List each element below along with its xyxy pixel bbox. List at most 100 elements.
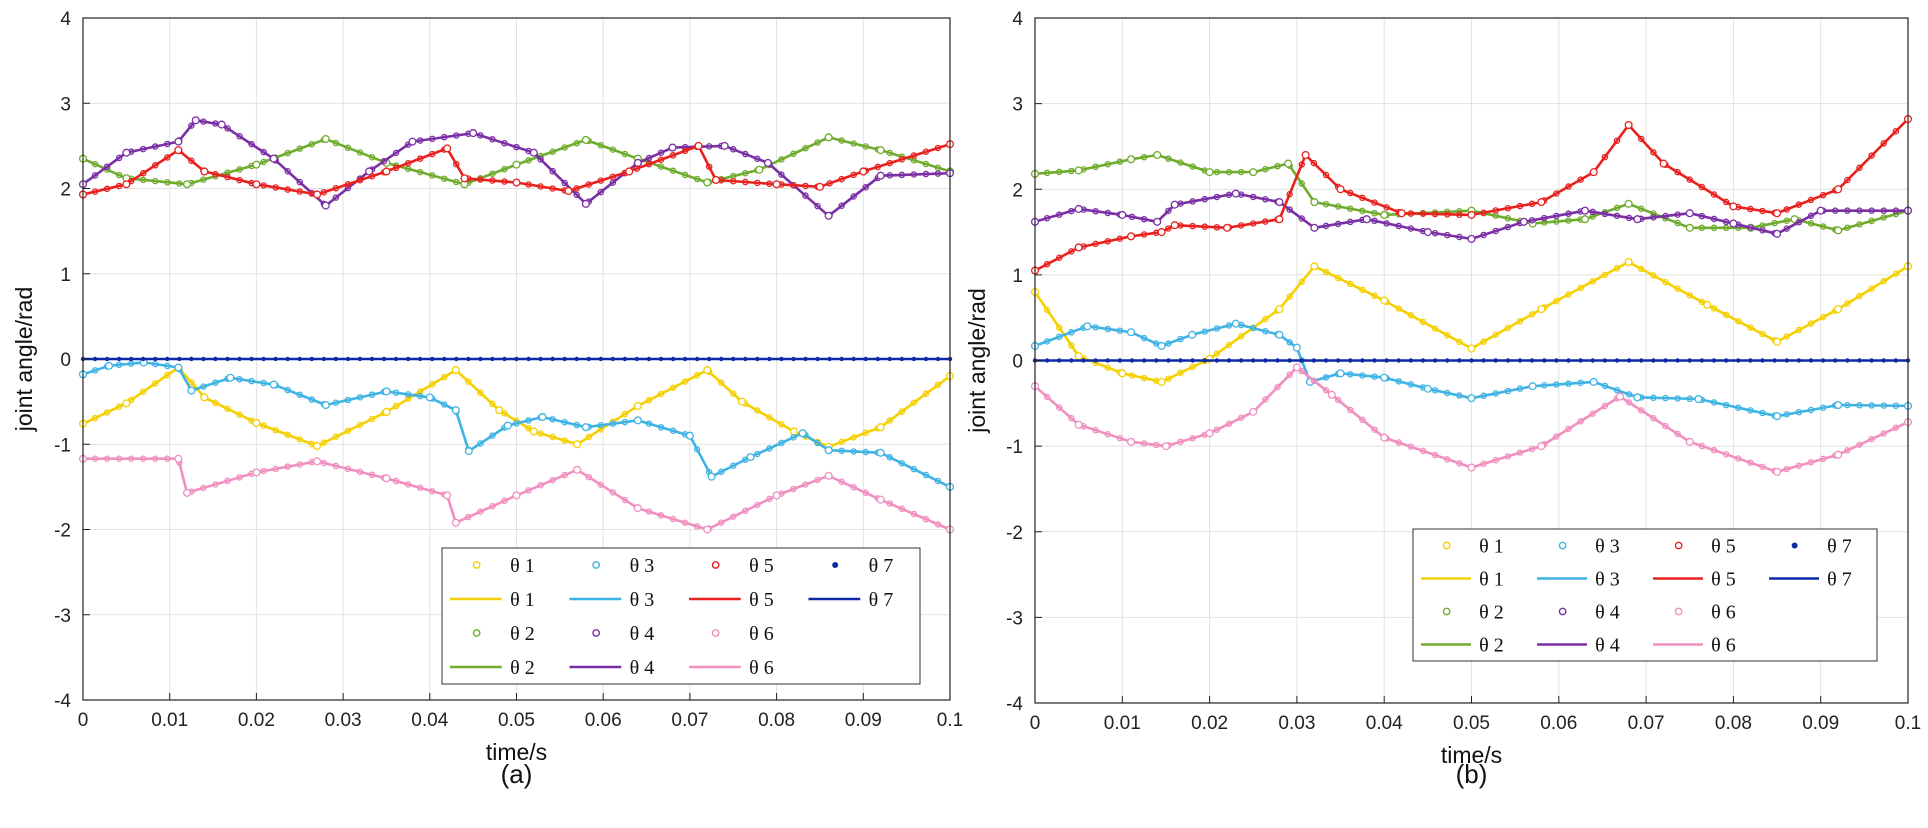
- data-point: [1092, 240, 1099, 248]
- data-point: [1423, 384, 1432, 393]
- legend-label: θ 6: [1711, 635, 1736, 657]
- data-point: [597, 481, 605, 488]
- data-point: [1807, 220, 1815, 227]
- data-point: [321, 400, 330, 410]
- data-point: [321, 135, 330, 144]
- data-point: [272, 184, 279, 191]
- data-point: [922, 471, 930, 479]
- data-point: [597, 142, 605, 149]
- x-tick-label: 0.1: [1895, 713, 1921, 734]
- data-point: [742, 507, 749, 515]
- x-tick-label: 0.08: [1715, 713, 1752, 734]
- data-point: [645, 160, 653, 168]
- data-point: [313, 190, 322, 199]
- data-point: [416, 484, 424, 492]
- data-point: [935, 356, 941, 362]
- data-point: [633, 416, 642, 425]
- data-point: [1336, 185, 1345, 194]
- data-point: [1662, 212, 1669, 220]
- data-point: [1347, 205, 1354, 212]
- data-point: [1380, 210, 1389, 219]
- data-point: [1225, 191, 1233, 199]
- data-point: [1845, 358, 1850, 363]
- legend-marker-swatch: [1558, 607, 1567, 616]
- data-point: [694, 141, 703, 150]
- data-point: [1043, 306, 1051, 314]
- data-point: [1467, 344, 1476, 353]
- data-point: [115, 455, 123, 462]
- data-point: [633, 158, 642, 167]
- data-point: [236, 132, 243, 140]
- data-point: [249, 356, 254, 362]
- data-point: [1783, 411, 1791, 418]
- data-point: [682, 356, 688, 362]
- data-point: [332, 194, 340, 201]
- data-point: [1722, 218, 1730, 226]
- data-point: [1783, 217, 1791, 224]
- data-point: [1205, 429, 1214, 438]
- data-point: [1189, 222, 1196, 230]
- data-point: [1298, 180, 1306, 187]
- data-point: [1223, 223, 1232, 232]
- data-point: [621, 496, 629, 504]
- data-point: [876, 423, 885, 432]
- legend-label: θ 7: [869, 555, 894, 577]
- data-point: [876, 495, 885, 504]
- legend-label: θ 5: [1711, 569, 1736, 591]
- legend-label: θ 4: [630, 623, 655, 645]
- data-point: [1189, 198, 1196, 205]
- data-point: [911, 356, 917, 362]
- data-point: [260, 158, 267, 166]
- data-point: [344, 427, 352, 435]
- data-point: [1467, 234, 1476, 243]
- data-point: [1880, 207, 1888, 214]
- legend-item: θ 5: [689, 589, 774, 611]
- data-point: [1892, 127, 1900, 135]
- y-tick-label: -1: [54, 435, 71, 456]
- data-point: [1074, 166, 1083, 175]
- data-point: [91, 160, 99, 168]
- data-point: [1371, 199, 1378, 206]
- data-point: [296, 188, 303, 195]
- data-point: [574, 356, 579, 362]
- data-point: [1710, 215, 1718, 223]
- data-point: [1116, 327, 1124, 334]
- data-point: [285, 356, 290, 362]
- data-point: [284, 386, 291, 394]
- legend-dot-swatch: [1791, 542, 1798, 549]
- series-group: [1030, 114, 1913, 476]
- data-point: [597, 188, 605, 196]
- data-point: [779, 356, 784, 362]
- data-point: [789, 427, 798, 436]
- data-point: [922, 160, 930, 168]
- data-point: [634, 356, 640, 362]
- data-point: [1516, 317, 1524, 325]
- data-point: [513, 420, 520, 427]
- data-point: [115, 154, 123, 162]
- data-point: [1431, 210, 1439, 218]
- data-point: [1480, 460, 1487, 468]
- data-point: [200, 118, 207, 125]
- data-point: [1881, 358, 1886, 363]
- chart-panel-b: 0 0.01 0.02 0.03 0.04 0.05 0.06 0.07 0.08 0.09 0.1…: [964, 9, 1921, 789]
- data-point: [1360, 358, 1365, 363]
- data-point: [356, 394, 364, 401]
- data-point: [128, 356, 134, 362]
- data-point: [1140, 153, 1148, 161]
- data-point: [212, 170, 219, 178]
- data-point: [730, 462, 737, 470]
- data-point: [717, 379, 725, 387]
- data-point: [466, 356, 471, 362]
- data-point: [1371, 426, 1378, 433]
- data-point: [645, 508, 653, 515]
- data-point: [693, 523, 701, 530]
- data-point: [1783, 206, 1791, 213]
- x-tick-label: 0.05: [498, 710, 535, 731]
- data-point: [477, 389, 484, 397]
- data-point: [1397, 209, 1406, 218]
- data-point: [1044, 358, 1050, 363]
- data-point: [693, 372, 701, 379]
- data-point: [212, 399, 219, 407]
- data-point: [1140, 334, 1148, 342]
- data-point: [1395, 305, 1403, 312]
